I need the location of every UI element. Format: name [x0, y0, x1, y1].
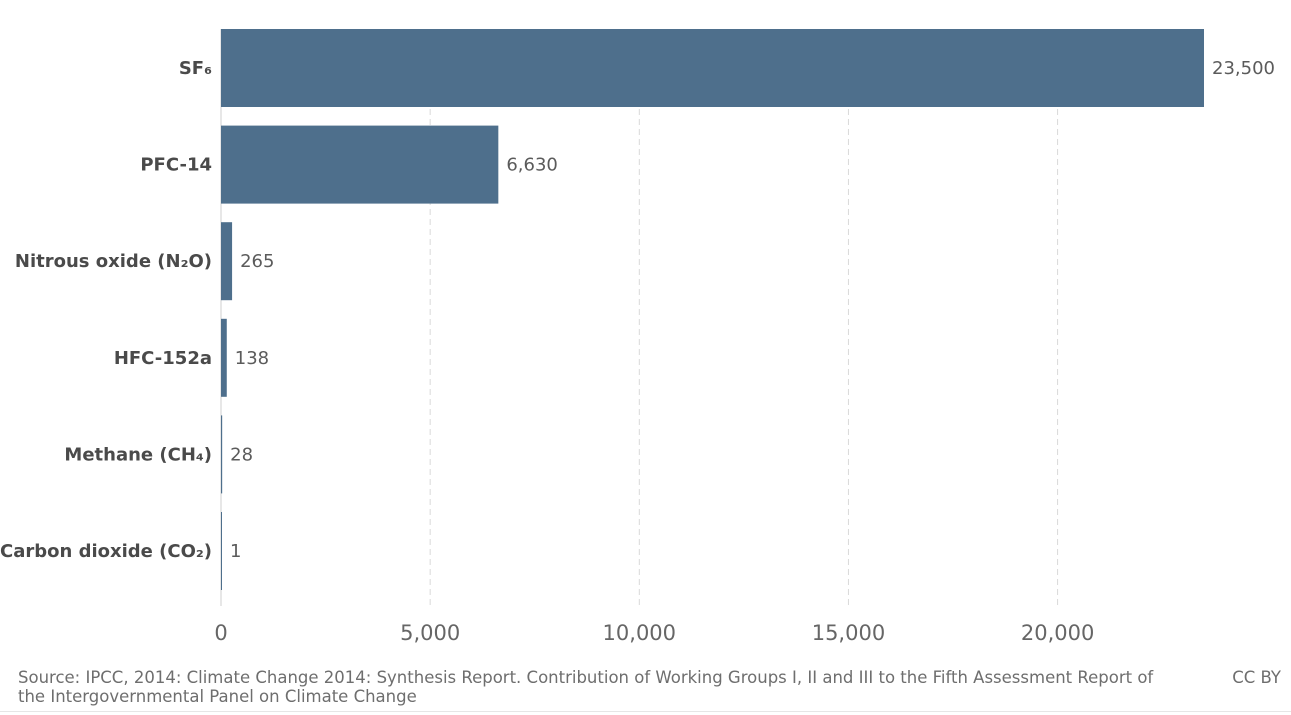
- x-tick-label: 20,000: [1021, 621, 1094, 645]
- bar: [221, 29, 1204, 107]
- bar: [221, 415, 223, 494]
- bar: [221, 512, 222, 590]
- bar: [221, 222, 233, 301]
- source-note: Source: IPCC, 2014: Climate Change 2014:…: [18, 668, 1154, 706]
- x-axis-ticks: 0 5,000 10,000 15,000 20,000: [214, 621, 1094, 645]
- bar-chart: SF₆ PFC-14 Nitrous oxide (N₂O) HFC-152a Meth…: [0, 29, 1275, 645]
- value-label: 23,500: [1212, 58, 1275, 79]
- x-tick-label: 5,000: [400, 621, 460, 645]
- category-label: Carbon dioxide (CO₂): [0, 541, 212, 562]
- value-label: 6,630: [506, 155, 558, 176]
- value-label: 1: [230, 541, 241, 562]
- category-label: PFC-14: [140, 155, 212, 176]
- value-label: 265: [240, 251, 274, 272]
- license-link[interactable]: CC BY: [1232, 668, 1281, 687]
- bar: [221, 125, 499, 204]
- category-label: Nitrous oxide (N₂O): [15, 251, 212, 272]
- x-tick-label: 0: [214, 621, 227, 645]
- x-tick-label: 15,000: [812, 621, 885, 645]
- grid-lines: [220, 29, 1059, 606]
- x-tick-label: 10,000: [603, 621, 676, 645]
- bars: [221, 29, 1204, 590]
- bar: [221, 318, 227, 397]
- value-labels: 23,500 6,630 265 138 28 1: [230, 58, 1275, 562]
- category-labels: SF₆ PFC-14 Nitrous oxide (N₂O) HFC-152a Meth…: [0, 58, 212, 562]
- category-label: SF₆: [179, 58, 212, 79]
- value-label: 138: [235, 348, 269, 369]
- category-label: HFC-152a: [114, 348, 212, 369]
- category-label: Methane (CH₄): [64, 444, 212, 465]
- value-label: 28: [230, 444, 253, 465]
- footer-divider: [0, 711, 1291, 712]
